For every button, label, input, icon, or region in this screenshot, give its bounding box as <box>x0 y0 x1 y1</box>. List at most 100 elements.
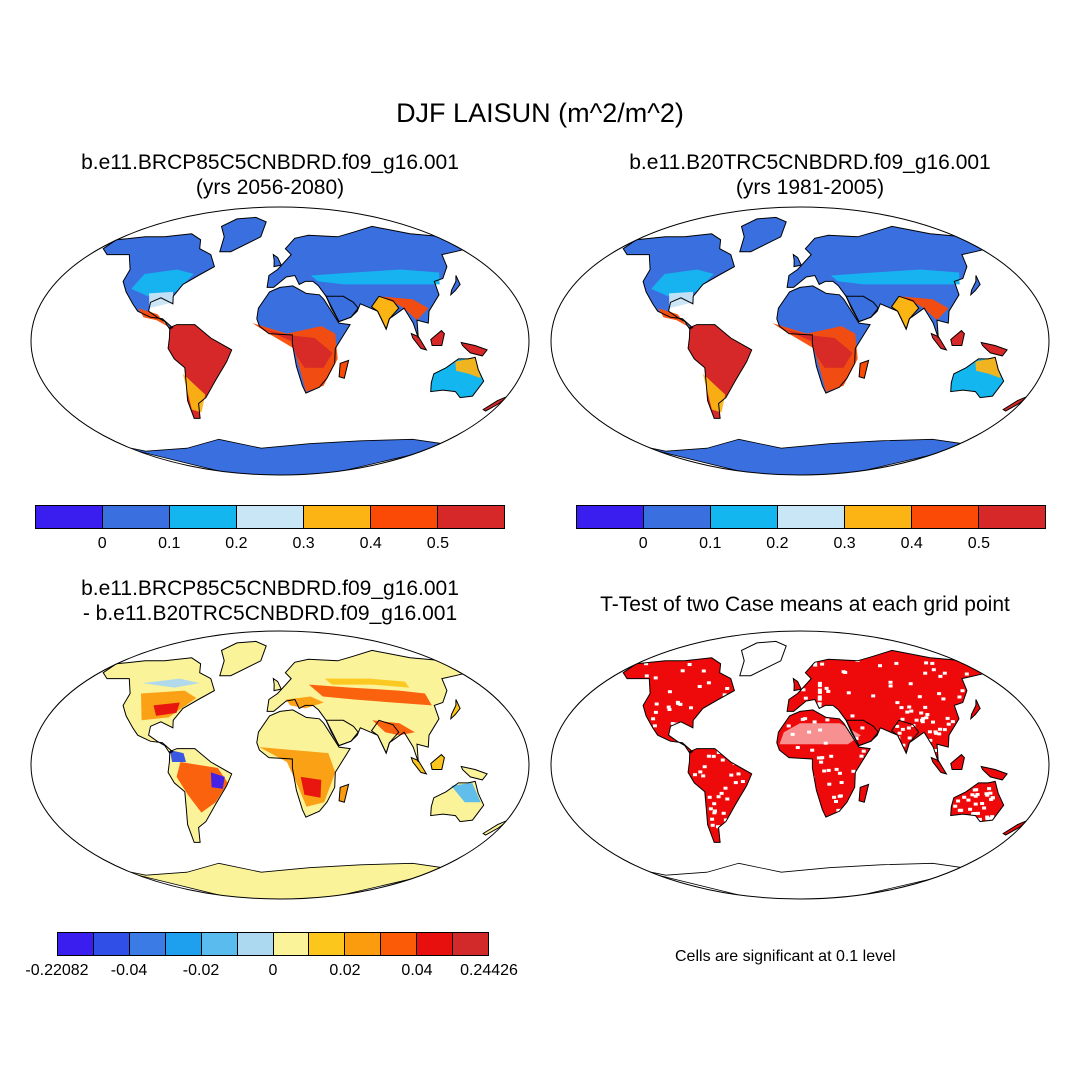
colorbar-swatch <box>103 506 170 528</box>
grid-cell <box>837 794 842 798</box>
panel-difference-title-line1: b.e11.BRCP85C5CNBDRD.f09_g16.001 <box>81 577 459 600</box>
grid-cell <box>985 815 990 819</box>
grid-cell <box>896 739 901 743</box>
coastline <box>858 359 870 379</box>
grid-cell <box>605 695 610 699</box>
coastline <box>890 719 920 755</box>
grid-cell <box>817 695 822 699</box>
grid-cell <box>834 767 839 771</box>
grid-cell <box>906 726 911 730</box>
coastline <box>460 765 488 781</box>
grid-cell <box>970 793 975 797</box>
grid-cell <box>608 727 613 731</box>
panel-ttest-title: T-Test of two Case means at each grid po… <box>600 593 1010 616</box>
land-antarctica <box>101 862 454 899</box>
panel-future-title-line2: (yrs 2056-2080) <box>195 176 345 199</box>
grid-cell <box>839 781 844 784</box>
colorbar-historical <box>576 505 1046 529</box>
grid-cell <box>667 690 672 694</box>
grid-cell <box>725 687 730 690</box>
grid-cell <box>897 731 902 735</box>
grid-cell <box>802 668 807 671</box>
land-nz <box>1003 820 1029 835</box>
grid-cell <box>723 786 728 790</box>
colorbar-tick-label: 0.3 <box>833 535 856 552</box>
grid-cell <box>728 664 733 668</box>
grid-cell <box>859 754 864 758</box>
grid-cell <box>749 822 754 826</box>
grid-cell <box>651 717 656 721</box>
coastline <box>776 285 871 394</box>
grid-cell <box>644 662 649 666</box>
land-arabia <box>326 720 359 746</box>
grid-cell <box>984 792 989 796</box>
grid-cell <box>837 771 842 775</box>
grid-cell <box>834 800 838 803</box>
coastline <box>450 275 461 297</box>
grid-cell <box>819 760 824 764</box>
grid-cell <box>675 722 680 726</box>
grid-cell <box>652 724 657 728</box>
grid-cell <box>817 681 822 685</box>
grid-cell <box>795 746 800 749</box>
land-sumatra <box>931 757 947 774</box>
grid-cell <box>738 816 743 820</box>
colorbar-swatch <box>309 933 346 955</box>
coastline <box>410 332 428 351</box>
grid-cell <box>713 727 717 731</box>
land-uk <box>793 254 802 267</box>
grid-cell <box>1005 790 1010 794</box>
value-patch <box>210 772 225 789</box>
colorbar-tick-label: 0 <box>638 535 648 552</box>
coastline <box>930 332 948 351</box>
coastline <box>256 709 351 818</box>
grid-cell <box>917 695 922 699</box>
grid-cell <box>937 732 942 736</box>
grid-cell <box>716 825 720 829</box>
grid-cell <box>900 727 905 731</box>
grid-cell <box>666 705 671 709</box>
grid-cell <box>712 811 717 815</box>
grid-cell <box>730 817 735 821</box>
grid-cell <box>948 819 953 823</box>
coastline <box>370 719 400 755</box>
grid-cell <box>699 715 704 719</box>
grid-cell <box>644 674 649 678</box>
grid-cell <box>695 804 700 808</box>
land-sumatra <box>931 333 947 350</box>
land-madagascar <box>339 360 349 379</box>
grid-cell <box>817 688 822 692</box>
grid-cell <box>924 716 929 720</box>
land-arabia <box>326 296 359 322</box>
grid-cell <box>633 704 638 708</box>
grid-cell <box>990 700 995 704</box>
land-new-guinea <box>981 766 1008 780</box>
grid-cell <box>746 789 751 793</box>
grid-cell <box>707 795 712 799</box>
grid-cell <box>953 804 958 808</box>
map-border <box>550 630 1050 900</box>
coastline <box>325 295 359 323</box>
grid-cell <box>990 796 995 800</box>
grid-cell <box>736 772 741 776</box>
map-historical-svg <box>550 206 1050 476</box>
colorbar-swatch <box>845 506 912 528</box>
grid-cell <box>897 743 902 747</box>
grid-cell <box>604 726 608 730</box>
grid-cell <box>983 692 988 696</box>
grid-cell <box>611 705 616 709</box>
grid-cell <box>827 782 832 786</box>
colorbar-swatch <box>381 933 418 955</box>
coastline <box>858 783 870 803</box>
land-sumatra <box>411 757 427 774</box>
grid-cell <box>956 799 961 803</box>
coastline <box>167 324 233 419</box>
colorbar-tick-label: -0.04 <box>110 962 148 979</box>
grid-cell <box>717 707 722 711</box>
grid-cell <box>727 839 732 843</box>
colorbar-tick-label: 0.5 <box>426 535 449 552</box>
land-borneo <box>430 330 445 346</box>
value-patch <box>975 357 1001 379</box>
grid-cell <box>783 775 788 779</box>
coastline <box>950 780 1005 823</box>
